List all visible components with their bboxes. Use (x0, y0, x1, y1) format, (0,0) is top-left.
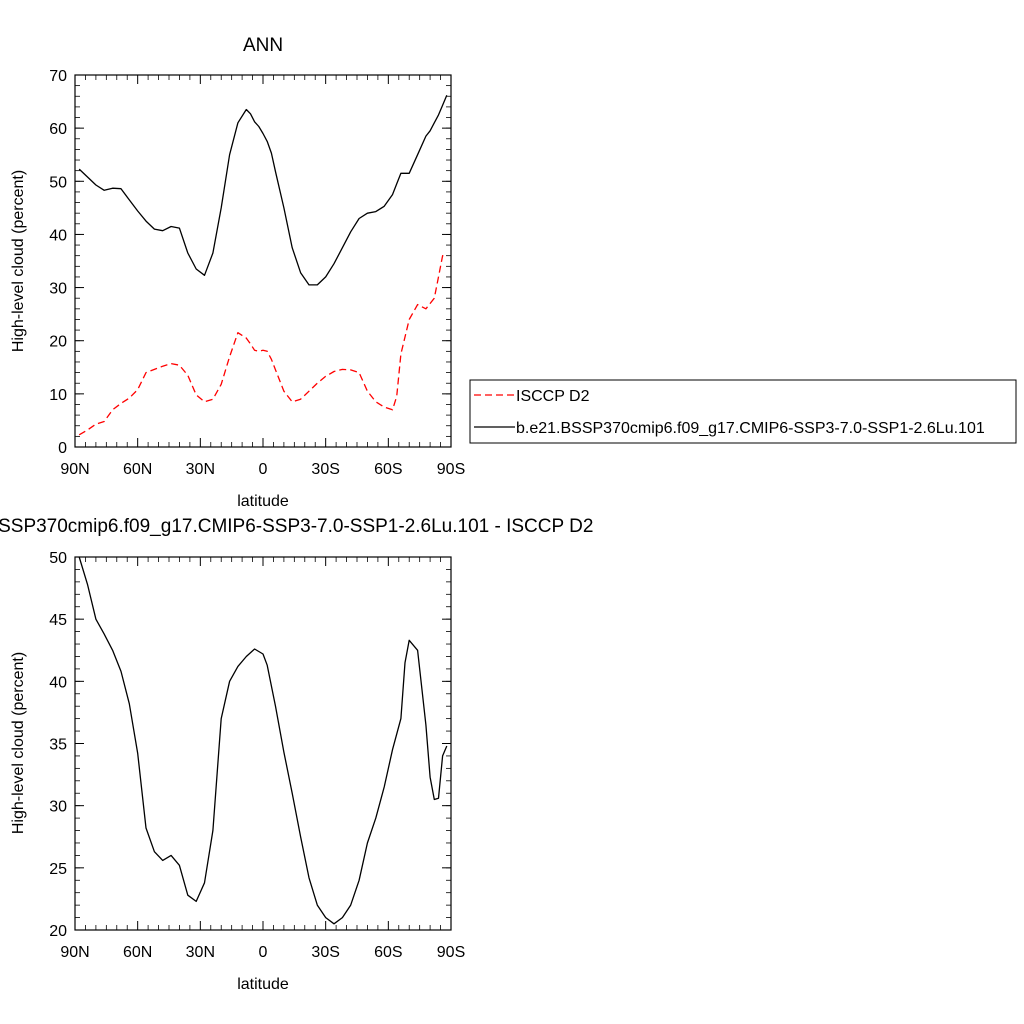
y-tick-label: 40 (49, 674, 67, 691)
x-tick-label: 90S (437, 944, 465, 961)
y-tick-label: 20 (49, 923, 67, 940)
x-tick-label: 90N (60, 944, 89, 961)
legend-box (469, 379, 1017, 444)
y-tick-label: 50 (49, 550, 67, 567)
y-axis-label: High-level cloud (percent) (10, 170, 27, 352)
x-axis-label: latitude (237, 493, 289, 510)
y-tick-label: 0 (58, 440, 67, 457)
panel-difference: b.e21.BSSP370cmip6.f09_g17.CMIP6-SSP3-7.… (0, 516, 593, 993)
x-tick-label: 60S (374, 461, 402, 478)
legend: ISCCP D2 b.e21.BSSP370cmip6.f09_g17.CMIP… (469, 379, 1017, 444)
series-line-model (78, 94, 448, 286)
chart-title: b.e21.BSSP370cmip6.f09_g17.CMIP6-SSP3-7.… (0, 516, 593, 537)
y-tick-label: 10 (49, 387, 67, 404)
y-tick-label: 30 (49, 281, 67, 298)
x-tick-label: 0 (259, 461, 268, 478)
y-axis-label: High-level cloud (percent) (10, 652, 27, 834)
x-tick-label: 60N (123, 944, 152, 961)
x-tick-label: 30N (186, 944, 215, 961)
series-line-model (78, 556, 448, 925)
y-tick-label: 30 (49, 799, 67, 816)
y-tick-label: 60 (49, 121, 67, 138)
chart-title: ANN (243, 35, 283, 56)
x-tick-label: 60S (374, 944, 402, 961)
x-tick-label: 60N (123, 461, 152, 478)
series-line-isccp (78, 255, 447, 436)
y-tick-label: 50 (49, 174, 67, 191)
y-tick-label: 20 (49, 334, 67, 351)
x-tick-label: 0 (259, 944, 268, 961)
x-axis-label: latitude (237, 976, 289, 993)
legend-label-model: b.e21.BSSP370cmip6.f09_g17.CMIP6-SSP3-7.… (516, 420, 985, 437)
axis-ticks: 90N 60N 30N 0 30S 60S 90S 20 25 30 35 40 45 50 (49, 550, 465, 961)
legend-label-isccp: ISCCP D2 (516, 388, 590, 405)
y-tick-label: 45 (49, 612, 67, 629)
x-tick-label: 90N (60, 461, 89, 478)
y-tick-label: 25 (49, 861, 67, 878)
y-tick-label: 40 (49, 227, 67, 244)
y-tick-label: 70 (49, 68, 67, 85)
x-tick-label: 30N (186, 461, 215, 478)
plot-lines (78, 556, 448, 925)
axis-ticks: 90N 60N 30N 0 30S 60S 90S 0 10 20 30 40 50 60 70 (49, 68, 465, 478)
y-tick-label: 35 (49, 737, 67, 754)
x-tick-label: 30S (311, 461, 339, 478)
x-tick-label: 90S (437, 461, 465, 478)
plot-lines (78, 94, 448, 436)
panel-annual-high-cloud: ANN 90N 60N 30N 0 30S 60S 90S 0 10 20 30 40 50 60 70 l… (10, 35, 465, 510)
plot-frame (74, 74, 452, 448)
x-tick-label: 30S (311, 944, 339, 961)
